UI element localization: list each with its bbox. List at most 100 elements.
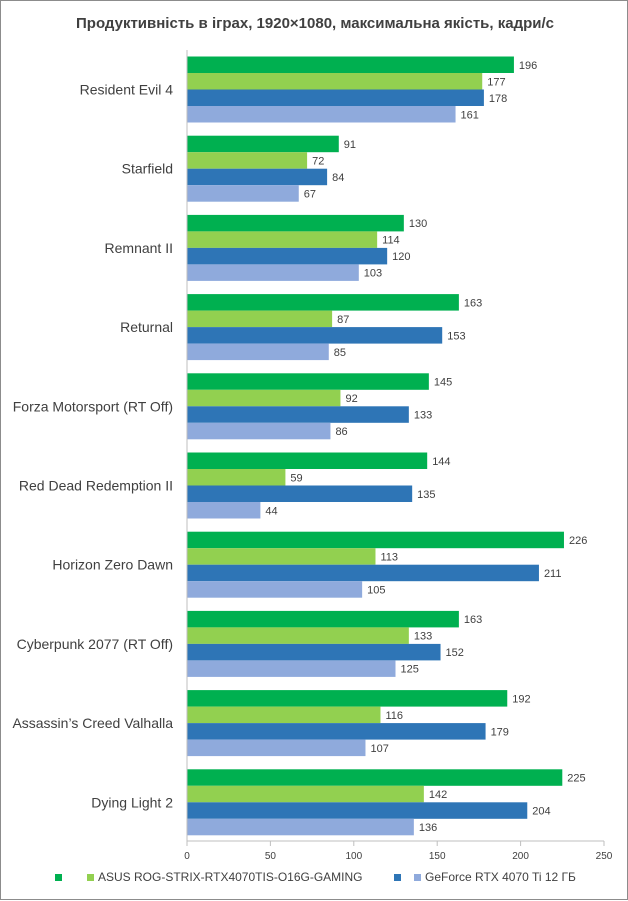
bar-value-label: 142 <box>429 789 447 801</box>
x-tick-label: 150 <box>429 851 446 862</box>
bar <box>187 723 486 740</box>
category-label: Assassin’s Creed Valhalla <box>12 715 173 731</box>
legend-swatch <box>55 874 62 881</box>
bar-value-label: 226 <box>569 535 587 547</box>
bar <box>187 690 508 707</box>
legend-swatch <box>414 874 421 881</box>
bar-value-label: 179 <box>491 726 509 738</box>
bar <box>187 389 341 407</box>
bar-value-label: 192 <box>512 693 530 705</box>
bar-value-label: 135 <box>417 489 435 501</box>
bar-value-label: 120 <box>392 251 410 263</box>
bar <box>187 531 564 549</box>
legend-swatch <box>87 874 94 881</box>
category-label: Forza Motorsport (RT Off) <box>13 398 173 414</box>
bar <box>187 406 409 423</box>
bar-value-label: 86 <box>335 426 347 438</box>
legend: ASUS ROG-STRIX-RTX4070TIS-O16G-GAMING GeF… <box>55 870 576 884</box>
bar-value-label: 133 <box>414 410 432 422</box>
bar <box>187 660 396 677</box>
bar <box>187 73 483 90</box>
x-tick-label: 250 <box>596 851 613 862</box>
category-label: Returnal <box>120 319 173 335</box>
bar-value-label: 92 <box>345 393 357 405</box>
legend-item: GeForce RTX 4070 Ti 12 ГБ <box>414 870 576 884</box>
bar-value-label: 161 <box>461 109 479 121</box>
bar <box>187 422 331 440</box>
bar-value-label: 125 <box>401 664 419 676</box>
bar-value-label: 204 <box>532 806 550 818</box>
bar-value-label: 133 <box>414 631 432 643</box>
bar <box>187 564 539 582</box>
legend-item <box>394 874 401 881</box>
bar-value-label: 114 <box>382 235 400 247</box>
bar-value-label: 44 <box>265 505 277 517</box>
bar <box>187 373 429 390</box>
bar-value-label: 113 <box>380 551 398 563</box>
category-group: Remnant II 130 114 120 103 <box>105 214 427 281</box>
bar <box>187 310 333 328</box>
bar-value-label: 145 <box>434 377 452 389</box>
bar-value-label: 103 <box>364 268 382 280</box>
category-group: Dying Light 2 225 142 204 136 <box>91 769 586 836</box>
x-tick-label: 0 <box>184 851 190 862</box>
bar-value-label: 107 <box>370 743 388 755</box>
legend-swatch <box>394 874 401 881</box>
category-label: Horizon Zero Dawn <box>52 557 173 573</box>
bar <box>187 89 484 106</box>
bar <box>187 231 378 248</box>
bar <box>187 185 299 202</box>
bar-value-label: 163 <box>464 614 482 626</box>
bar <box>187 469 286 486</box>
bar <box>187 152 308 169</box>
bar-value-label: 177 <box>487 76 505 88</box>
bar-value-label: 84 <box>332 172 344 184</box>
category-group: Cyberpunk 2077 (RT Off) 163 133 152 125 <box>17 610 482 677</box>
bar <box>187 56 514 73</box>
bar-value-label: 211 <box>544 568 562 580</box>
x-tick-label: 200 <box>512 851 529 862</box>
legend-item <box>55 874 62 881</box>
bar-value-label: 152 <box>446 647 464 659</box>
bar <box>187 327 443 344</box>
bar-value-label: 130 <box>409 218 427 230</box>
bar-value-label: 163 <box>464 297 482 309</box>
bar-value-label: 91 <box>344 139 356 151</box>
category-label: Resident Evil 4 <box>80 82 174 98</box>
bar-value-label: 225 <box>567 773 585 785</box>
category-group: Forza Motorsport (RT Off) 145 92 133 86 <box>13 373 452 440</box>
legend-label: GeForce RTX 4070 Ti 12 ГБ <box>425 870 576 884</box>
bar <box>187 214 404 232</box>
bar <box>187 581 363 598</box>
category-label: Dying Light 2 <box>91 794 173 810</box>
category-group: Horizon Zero Dawn 226 113 211 105 <box>52 531 587 598</box>
category-group: Starfield 91 72 84 67 <box>122 135 356 202</box>
bar <box>187 264 359 281</box>
bar <box>187 706 381 724</box>
category-label: Cyberpunk 2077 (RT Off) <box>17 636 173 652</box>
legend-label: ASUS ROG-STRIX-RTX4070TIS-O16G-GAMING <box>98 870 363 884</box>
bar <box>187 452 428 469</box>
legend-item: ASUS ROG-STRIX-RTX4070TIS-O16G-GAMING <box>87 870 363 884</box>
category-label: Red Dead Redemption II <box>19 478 173 494</box>
bar <box>187 485 413 502</box>
bar <box>187 785 424 803</box>
bar-value-label: 178 <box>489 93 507 105</box>
bar <box>187 247 388 265</box>
category-group: Red Dead Redemption II 144 59 135 44 <box>19 452 451 519</box>
bar-value-label: 116 <box>385 710 403 722</box>
category-group: Resident Evil 4 196 177 178 161 <box>80 56 537 123</box>
bar <box>187 343 329 361</box>
bar <box>187 168 328 186</box>
x-tick-label: 50 <box>265 851 277 862</box>
bar <box>187 548 376 565</box>
bar <box>187 502 261 519</box>
bar-value-label: 85 <box>334 347 346 359</box>
bar-value-label: 87 <box>337 314 349 326</box>
category-label: Starfield <box>122 161 173 177</box>
bar <box>187 610 459 628</box>
x-tick-label: 100 <box>345 851 362 862</box>
bar-value-label: 105 <box>367 584 385 596</box>
